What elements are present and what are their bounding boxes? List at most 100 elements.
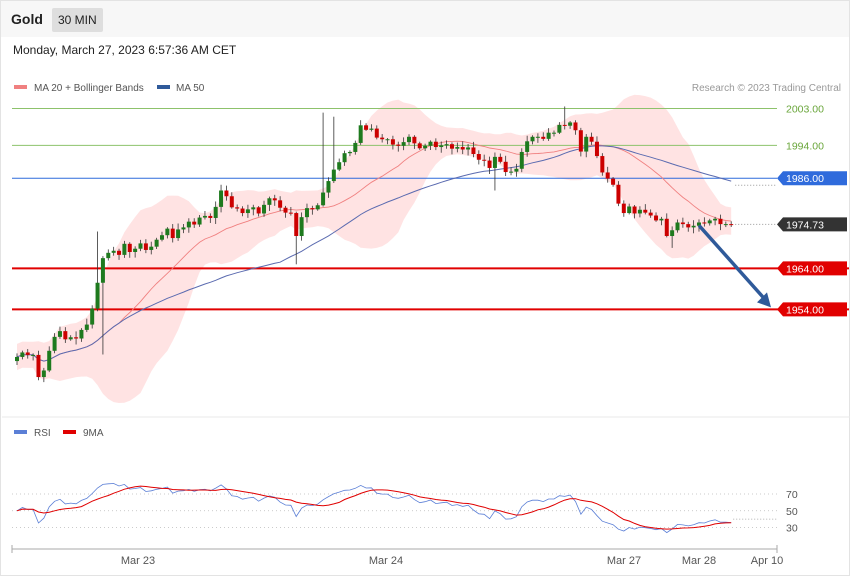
candle-body [498, 156, 503, 162]
candle [353, 140, 358, 155]
candle [514, 163, 519, 177]
candle-body [390, 139, 395, 145]
candle [272, 194, 277, 206]
candle [637, 206, 642, 218]
candle [213, 201, 218, 224]
credit-label: Research © 2023 Trading Central [692, 83, 841, 94]
candle-body [396, 144, 401, 146]
candle-body [111, 250, 116, 253]
candle [530, 135, 535, 145]
candle-body [245, 209, 250, 214]
candle [557, 122, 562, 135]
candle [41, 367, 46, 383]
candle [240, 206, 245, 217]
candle [546, 128, 551, 141]
candle [449, 142, 454, 155]
candle-body [557, 124, 562, 133]
candle [347, 150, 352, 157]
candle-body [235, 207, 240, 209]
candle-body [256, 207, 261, 214]
candle [267, 196, 272, 211]
candle [552, 130, 556, 137]
candle-body [696, 222, 701, 226]
candle-body [165, 228, 170, 236]
candle [106, 249, 111, 261]
forecast-arrow-head [757, 292, 771, 308]
candle [15, 353, 19, 366]
candle [159, 231, 164, 242]
candle [224, 185, 229, 201]
candle-body [347, 151, 352, 154]
candle [342, 150, 347, 166]
candle [605, 166, 610, 183]
candle-body [202, 215, 207, 218]
chart-header: Gold 30 MIN [1, 1, 849, 37]
candle-body [170, 228, 175, 239]
candle [503, 155, 508, 177]
candle-body [686, 224, 691, 228]
candle-body [219, 190, 224, 207]
candle [315, 203, 320, 211]
candle-body [310, 208, 315, 210]
candle [374, 125, 379, 140]
x-tick-label: Mar 24 [369, 555, 403, 567]
candle-body [401, 142, 406, 146]
candle-body [369, 128, 374, 130]
candle-body [546, 132, 551, 139]
candle [541, 132, 546, 141]
candle-body [514, 168, 519, 172]
moving-averages [16, 140, 732, 362]
candle [337, 158, 342, 172]
candle-body [208, 215, 213, 218]
candle [396, 141, 401, 152]
candle-body [718, 218, 723, 225]
candle-body [605, 172, 610, 179]
candle [192, 218, 197, 228]
candle-body [31, 354, 36, 356]
candle [471, 141, 476, 158]
candle [170, 224, 175, 243]
candle [428, 140, 433, 150]
candle-body [380, 137, 385, 140]
candle [138, 239, 143, 252]
timeframe-button[interactable]: 30 MIN [52, 8, 103, 32]
candle-body [186, 221, 191, 228]
candle-body [79, 329, 84, 339]
x-tick-label: Mar 27 [607, 555, 641, 567]
candle [417, 141, 422, 150]
candle-body [449, 144, 454, 149]
price-tag-text-1954.00: 1954.00 [786, 304, 824, 316]
candle [143, 239, 148, 254]
candle [63, 327, 68, 343]
candle [535, 133, 540, 143]
candle-body [455, 147, 460, 149]
rsi-ma-legend-label: 9MA [83, 428, 104, 439]
candle-body [122, 243, 127, 255]
rsi-level-label-30: 30 [786, 523, 798, 535]
candle-body [41, 370, 46, 378]
candle [202, 211, 207, 220]
rsi-panel: 70 50 30 [12, 483, 798, 535]
candle-body [476, 154, 481, 160]
candle [74, 331, 79, 345]
candle [686, 221, 691, 232]
ma20-legend-swatch [14, 85, 27, 89]
price-tag-text-1974.73: 1974.73 [786, 219, 824, 231]
candle [176, 223, 181, 241]
candle [654, 212, 659, 222]
candle [407, 134, 412, 146]
price-tag-1986.00 [777, 171, 847, 186]
candle [20, 350, 25, 360]
candle [95, 231, 100, 312]
candle-body [176, 229, 181, 239]
candle [385, 137, 390, 145]
price-tag-1964.00 [777, 261, 847, 276]
ma50-line [16, 145, 732, 362]
candle-body [670, 230, 675, 237]
candle-body [729, 224, 734, 226]
candle [562, 106, 567, 130]
candle-body [262, 204, 267, 214]
candle-body [680, 222, 685, 225]
